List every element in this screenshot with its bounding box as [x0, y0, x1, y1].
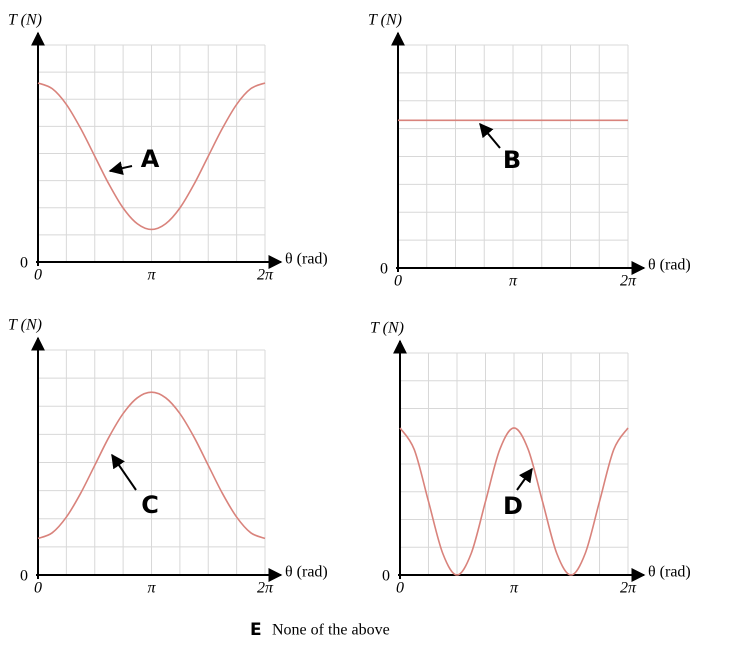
- y-axis-label: T (N): [8, 317, 42, 334]
- y-tick-label: 0: [20, 568, 28, 585]
- y-tick-label: 0: [382, 568, 390, 585]
- x-tick-label: π: [509, 273, 518, 290]
- annotation-arrow: [108, 161, 133, 176]
- annotation-label: D: [503, 492, 523, 520]
- x-tick-label: 0: [396, 580, 404, 597]
- x-tick-label: 2π: [257, 267, 274, 284]
- annotation-label: C: [141, 491, 159, 519]
- x-tick-label: π: [148, 580, 157, 597]
- x-tick-label: 2π: [620, 273, 637, 290]
- annotation-label: A: [141, 145, 160, 173]
- curve: [37, 82, 266, 231]
- annotation-arrow: [516, 467, 533, 491]
- option-letter: E: [250, 620, 262, 640]
- curve: [399, 427, 629, 576]
- x-tick-label: 0: [34, 267, 42, 284]
- y-axis-label: T (N): [370, 320, 404, 337]
- x-axis-label: θ (rad): [648, 564, 691, 581]
- x-axis-label: θ (rad): [285, 564, 328, 581]
- option-text: None of the above: [272, 622, 390, 639]
- y-tick-label: 0: [380, 261, 388, 278]
- annotation-label: B: [503, 146, 521, 174]
- x-tick-label: π: [148, 267, 157, 284]
- curve: [37, 391, 266, 540]
- x-tick-label: π: [510, 580, 519, 597]
- x-tick-label: 0: [394, 273, 402, 290]
- y-axis-label: T (N): [368, 12, 402, 29]
- x-axis-label: θ (rad): [648, 257, 691, 274]
- x-tick-label: 0: [34, 580, 42, 597]
- y-tick-label: 0: [20, 255, 28, 272]
- x-tick-label: 2π: [257, 580, 274, 597]
- annotation-arrow: [111, 453, 137, 491]
- annotation-arrow: [479, 122, 501, 149]
- x-axis-label: θ (rad): [285, 251, 328, 268]
- y-axis-label: T (N): [8, 12, 42, 29]
- x-tick-label: 2π: [620, 580, 637, 597]
